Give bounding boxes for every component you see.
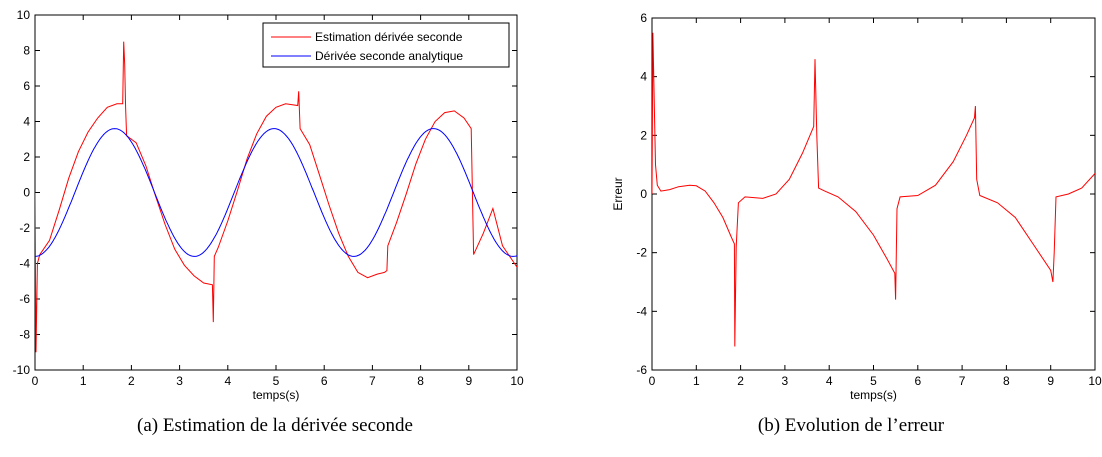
series-line-1 <box>35 128 517 257</box>
x-tick-label: 1 <box>80 374 87 388</box>
y-axis-label: Erreur <box>611 177 625 210</box>
x-tick-label: 7 <box>369 374 376 388</box>
y-tick-label: 4 <box>23 115 30 129</box>
y-tick-label: 6 <box>23 79 30 93</box>
series-line-0 <box>652 32 1095 347</box>
y-tick-label: 0 <box>640 187 647 201</box>
x-tick-label: 9 <box>1047 374 1054 388</box>
series-line-0 <box>35 41 517 353</box>
x-tick-label: 9 <box>465 374 472 388</box>
legend-label: Estimation dérivée seconde <box>315 30 463 44</box>
y-tick-label: -2 <box>19 221 30 235</box>
x-tick-label: 3 <box>176 374 183 388</box>
y-tick-label: -4 <box>636 304 647 318</box>
x-tick-label: 5 <box>870 374 877 388</box>
plot-area <box>651 17 1096 371</box>
y-tick-label: 6 <box>640 11 647 25</box>
caption-b: (b) Evolution de l’erreur <box>757 415 945 436</box>
x-tick-label: 7 <box>959 374 966 388</box>
x-tick-label: 0 <box>32 374 39 388</box>
chart-b-svg: 0 1 2 3 4 5 6 7 8 9 10 -6 -4 -2 0 2 4 6 temps(s) Erreur <box>611 11 1102 402</box>
legend-box <box>262 22 510 68</box>
y-tick-label: 2 <box>640 128 647 142</box>
chart-b: 0 1 2 3 4 5 6 7 8 9 10 -6 -4 -2 0 2 4 6 temps(s) Erreur (b)… <box>600 0 1102 457</box>
x-axis-label: temps(s) <box>253 388 300 402</box>
y-tick-label: -4 <box>19 257 30 271</box>
x-tick-label: 2 <box>128 374 135 388</box>
x-tick-label: 10 <box>510 374 524 388</box>
y-tick-label: -8 <box>19 328 30 342</box>
plot-area <box>34 14 518 371</box>
x-tick-label: 6 <box>914 374 921 388</box>
x-tick-label: 1 <box>693 374 700 388</box>
x-tick-label: 3 <box>782 374 789 388</box>
y-tick-label: -6 <box>19 292 30 306</box>
y-tick-label: -2 <box>636 246 647 260</box>
x-tick-label: 10 <box>1088 374 1102 388</box>
y-tick-label: 8 <box>23 44 30 58</box>
legend-label: Dérivée seconde analytique <box>315 49 463 63</box>
y-tick-label: 10 <box>17 8 31 22</box>
x-tick-label: 0 <box>649 374 656 388</box>
y-tick-label: -6 <box>636 363 647 377</box>
x-tick-label: 8 <box>417 374 424 388</box>
x-tick-label: 8 <box>1003 374 1010 388</box>
chart-a-svg: 0 1 2 3 4 5 6 7 8 9 10 -10 -8 -6 -4 -2 0 2 4 6 8 10 temps(s) Es… <box>13 8 524 402</box>
y-tick-label: -10 <box>13 363 31 377</box>
y-tick-label: 4 <box>640 70 647 84</box>
caption-a: (a) Estimation de la dérivée seconde <box>137 415 413 436</box>
x-axis-label: temps(s) <box>850 388 897 402</box>
y-tick-label: 0 <box>23 186 30 200</box>
y-tick-label: 2 <box>23 150 30 164</box>
x-tick-label: 6 <box>321 374 328 388</box>
chart-a: 0 1 2 3 4 5 6 7 8 9 10 -10 -8 -6 -4 -2 0 2 4 6 8 10 temps(s) Es… <box>0 0 550 457</box>
x-tick-label: 2 <box>737 374 744 388</box>
legend: Estimation dérivée seconde Dérivée second… <box>262 22 510 68</box>
x-tick-label: 4 <box>826 374 833 388</box>
x-tick-label: 5 <box>273 374 280 388</box>
x-tick-label: 4 <box>224 374 231 388</box>
